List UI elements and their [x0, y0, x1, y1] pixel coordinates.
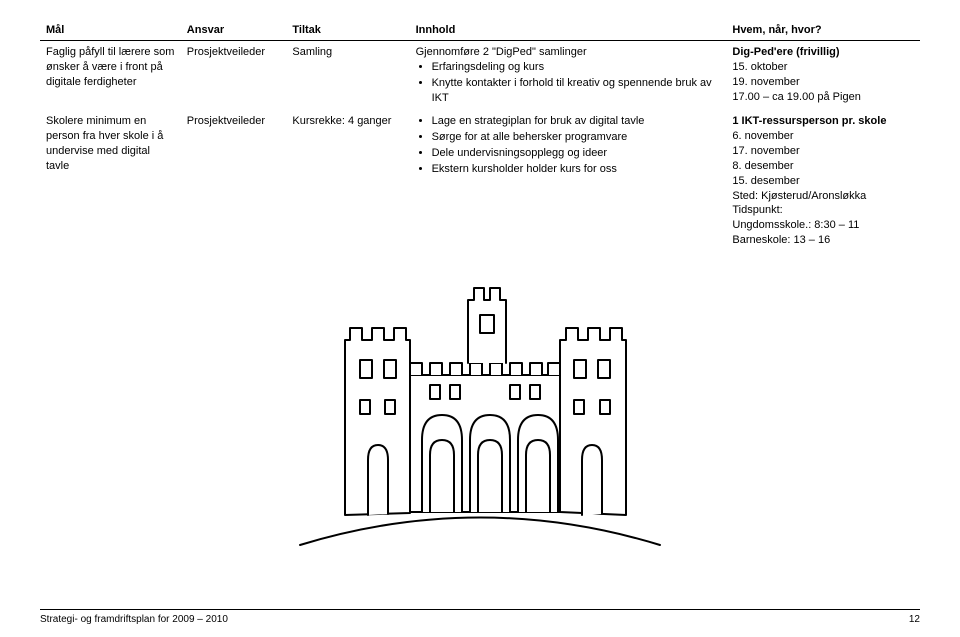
cell-hvem: 1 IKT-ressursperson pr. skole6. november… — [726, 110, 920, 252]
table-header-row: Mål Ansvar Tiltak Innhold Hvem, når, hvo… — [40, 20, 920, 41]
page-footer: Strategi- og framdriftsplan for 2009 – 2… — [40, 609, 920, 625]
innhold-item: Sørge for at alle behersker programvare — [432, 130, 721, 145]
innhold-item: Lage en strategiplan for bruk av digital… — [432, 114, 721, 129]
hvem-line: 17.00 – ca 19.00 på Pigen — [732, 90, 914, 105]
cell-ansvar: Prosjektveileder — [181, 41, 287, 111]
hvem-line: Tidspunkt: — [732, 203, 914, 218]
innhold-item: Erfaringsdeling og kurs — [432, 60, 721, 75]
hvem-line: 15. desember — [732, 174, 914, 189]
hvem-line: 17. november — [732, 144, 914, 159]
footer-page-number: 12 — [909, 614, 920, 625]
hvem-line: 6. november — [732, 129, 914, 144]
hvem-line: 8. desember — [732, 159, 914, 174]
header-ansvar: Ansvar — [181, 20, 287, 41]
innhold-list: Lage en strategiplan for bruk av digital… — [416, 114, 721, 176]
hvem-line: Ungdomsskole.: 8:30 – 11 — [732, 218, 914, 233]
table-body: Faglig påfyll til lærere som ønsker å væ… — [40, 41, 920, 252]
hvem-line: Barneskole: 13 – 16 — [732, 233, 914, 248]
hvem-line: 19. november — [732, 75, 914, 90]
innhold-item: Ekstern kursholder holder kurs for oss — [432, 162, 721, 177]
hvem-title: Dig-Ped'ere (frivillig) — [732, 45, 914, 60]
cell-tiltak: Samling — [286, 41, 409, 111]
header-tiltak: Tiltak — [286, 20, 409, 41]
cell-innhold: Lage en strategiplan for bruk av digital… — [410, 110, 727, 252]
innhold-lead: Gjennomføre 2 "DigPed" samlinger — [416, 45, 721, 60]
header-innhold: Innhold — [410, 20, 727, 41]
cell-hvem: Dig-Ped'ere (frivillig)15. oktober19. no… — [726, 41, 920, 111]
cell-mal: Skolere minimum en person fra hver skole… — [40, 110, 181, 252]
footer-left: Strategi- og framdriftsplan for 2009 – 2… — [40, 614, 228, 625]
innhold-item: Dele undervisningsopplegg og ideer — [432, 146, 721, 161]
plan-table: Mål Ansvar Tiltak Innhold Hvem, når, hvo… — [40, 20, 920, 252]
cell-innhold: Gjennomføre 2 "DigPed" samlingerErfaring… — [410, 41, 727, 111]
hvem-title: 1 IKT-ressursperson pr. skole — [732, 114, 914, 129]
innhold-list: Erfaringsdeling og kursKnytte kontakter … — [416, 60, 721, 106]
cell-ansvar: Prosjektveileder — [181, 110, 287, 252]
hvem-line: Sted: Kjøsterud/Aronsløkka — [732, 189, 914, 204]
castle-illustration — [290, 280, 670, 563]
table-row: Skolere minimum en person fra hver skole… — [40, 110, 920, 252]
innhold-item: Knytte kontakter i forhold til kreativ o… — [432, 76, 721, 106]
table-row: Faglig påfyll til lærere som ønsker å væ… — [40, 41, 920, 111]
header-hvem: Hvem, når, hvor? — [726, 20, 920, 41]
hvem-line: 15. oktober — [732, 60, 914, 75]
cell-tiltak: Kursrekke: 4 ganger — [286, 110, 409, 252]
cell-mal: Faglig påfyll til lærere som ønsker å væ… — [40, 41, 181, 111]
header-mal: Mål — [40, 20, 181, 41]
